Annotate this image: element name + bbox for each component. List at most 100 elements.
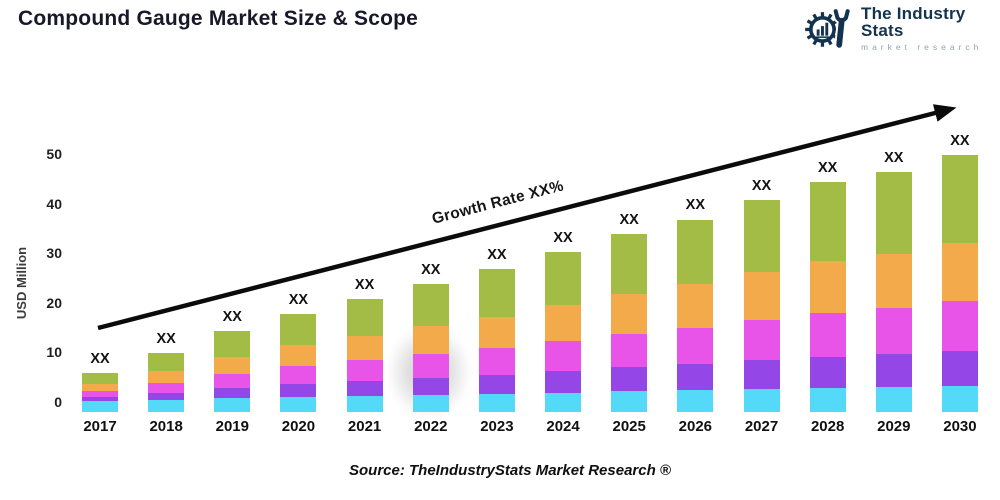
x-tick-label-2029: 2029 [877,418,911,435]
y-axis-title: USD Million [14,246,29,320]
segment-purple [941,350,978,386]
bar-value-label-2030: XX [950,133,970,149]
y-tick-label: 50 [46,146,62,162]
segment-purple [412,377,449,395]
stacked-bar-2021 [346,298,383,412]
bar-value-label-2029: XX [884,150,904,167]
y-tick-label: 20 [46,294,62,311]
segment-green [677,219,714,285]
growth-rate-label: Growth Rate XX% [430,177,566,228]
segment-green [478,269,515,317]
segment-magenta [677,327,714,365]
segment-green [941,155,978,243]
segment-purple [478,374,515,394]
x-tick-label-2022: 2022 [414,418,448,435]
stacked-bar-2017 [82,373,118,412]
brand-tagline: market research [861,42,983,53]
x-tick-label-2019: 2019 [215,418,249,435]
segment-magenta [545,341,582,372]
x-tick-label-2024: 2024 [546,418,580,435]
segment-cyan [346,395,383,412]
segment-cyan [412,394,449,412]
segment-orange [148,370,185,383]
segment-cyan [478,393,515,412]
segment-cyan [809,387,846,412]
gear-wrench-logo-icon [805,7,852,50]
bar-value-label-2023: XX [487,247,507,264]
x-tick-label-2023: 2023 [480,418,514,435]
segment-cyan [280,396,317,412]
bar-value-label-2027: XX [751,177,772,194]
segment-purple [677,364,714,391]
x-tick-label-2025: 2025 [612,418,646,435]
stacked-bar-2028 [809,182,846,412]
stacked-bar-2019 [214,331,251,412]
segment-magenta [875,308,912,355]
bar-value-label-2021: XX [354,276,375,293]
segment-orange [214,356,251,374]
brand-name: The Industry Stats [861,4,966,41]
source-attribution: Source: TheIndustryStats Market Research… [349,462,671,479]
segment-purple [280,384,317,397]
segment-purple [809,356,846,388]
stacked-bar-2027 [743,199,780,412]
stacked-bar-2022 [412,283,449,412]
segment-magenta [478,347,515,375]
segment-green [214,331,251,357]
segment-orange [346,336,383,361]
segment-purple [743,360,780,389]
segment-orange [743,272,780,320]
brand-logo: The Industry Stats market research [804,5,1000,52]
segment-green [148,353,185,371]
segment-purple [346,381,383,396]
segment-purple [82,397,118,402]
segment-orange [478,316,515,348]
y-tick-label: 40 [46,195,62,212]
segment-purple [875,354,912,387]
stacked-bar-2030 [941,155,978,412]
segment-green [545,251,582,306]
x-tick-label-2021: 2021 [347,418,382,435]
stacked-bar-2025 [611,234,648,412]
segment-orange [280,345,317,367]
bar-value-label-2026: XX [685,197,706,214]
stacked-bar-2024 [545,251,582,412]
segment-orange [545,305,582,342]
stacked-bar-2029 [875,172,912,412]
bar-value-label-2019: XX [222,309,242,326]
bar-value-label-2018: XX [156,331,176,348]
y-tick-label: 10 [46,344,62,361]
segment-green [82,373,118,385]
segment-cyan [611,391,648,412]
segment-green [611,234,648,294]
bar-value-label-2028: XX [817,160,838,177]
chart-title: Compound Gauge Market Size & Scope [18,7,419,30]
segment-green [280,313,317,346]
x-tick-label-2026: 2026 [678,418,713,435]
segment-green [412,283,449,327]
segment-purple [545,371,582,393]
segment-purple [214,388,251,399]
segment-magenta [743,319,780,361]
segment-cyan [148,399,185,412]
segment-green [346,298,383,337]
bar-value-label-2017: XX [90,351,110,368]
stacked-bar-2023 [478,269,515,412]
stacked-bar-2018 [148,353,185,412]
bar-value-label-2025: XX [619,212,639,229]
x-tick-label-2028: 2028 [810,418,845,435]
x-tick-label-2020: 2020 [281,418,316,435]
segment-magenta [214,373,251,389]
segment-orange [611,293,648,334]
segment-purple [148,392,185,400]
segment-cyan [545,392,582,412]
y-tick-label: 30 [46,245,62,262]
segment-green [875,172,912,255]
x-tick-label-2030: 2030 [943,418,977,435]
segment-orange [82,384,118,392]
segment-cyan [677,390,714,412]
stacked-bar-2020 [280,313,317,412]
segment-cyan [743,388,780,412]
segment-magenta [346,360,383,382]
